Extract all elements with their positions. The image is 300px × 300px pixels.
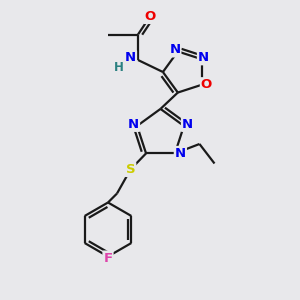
Text: N: N	[125, 51, 136, 64]
Text: N: N	[169, 44, 180, 56]
Text: N: N	[128, 118, 139, 131]
Text: F: F	[103, 251, 112, 265]
Text: S: S	[126, 163, 135, 176]
Text: N: N	[182, 118, 193, 131]
Text: N: N	[175, 147, 186, 160]
Text: N: N	[198, 51, 209, 64]
Text: O: O	[144, 10, 156, 23]
Text: H: H	[114, 61, 123, 74]
Text: O: O	[201, 78, 212, 91]
